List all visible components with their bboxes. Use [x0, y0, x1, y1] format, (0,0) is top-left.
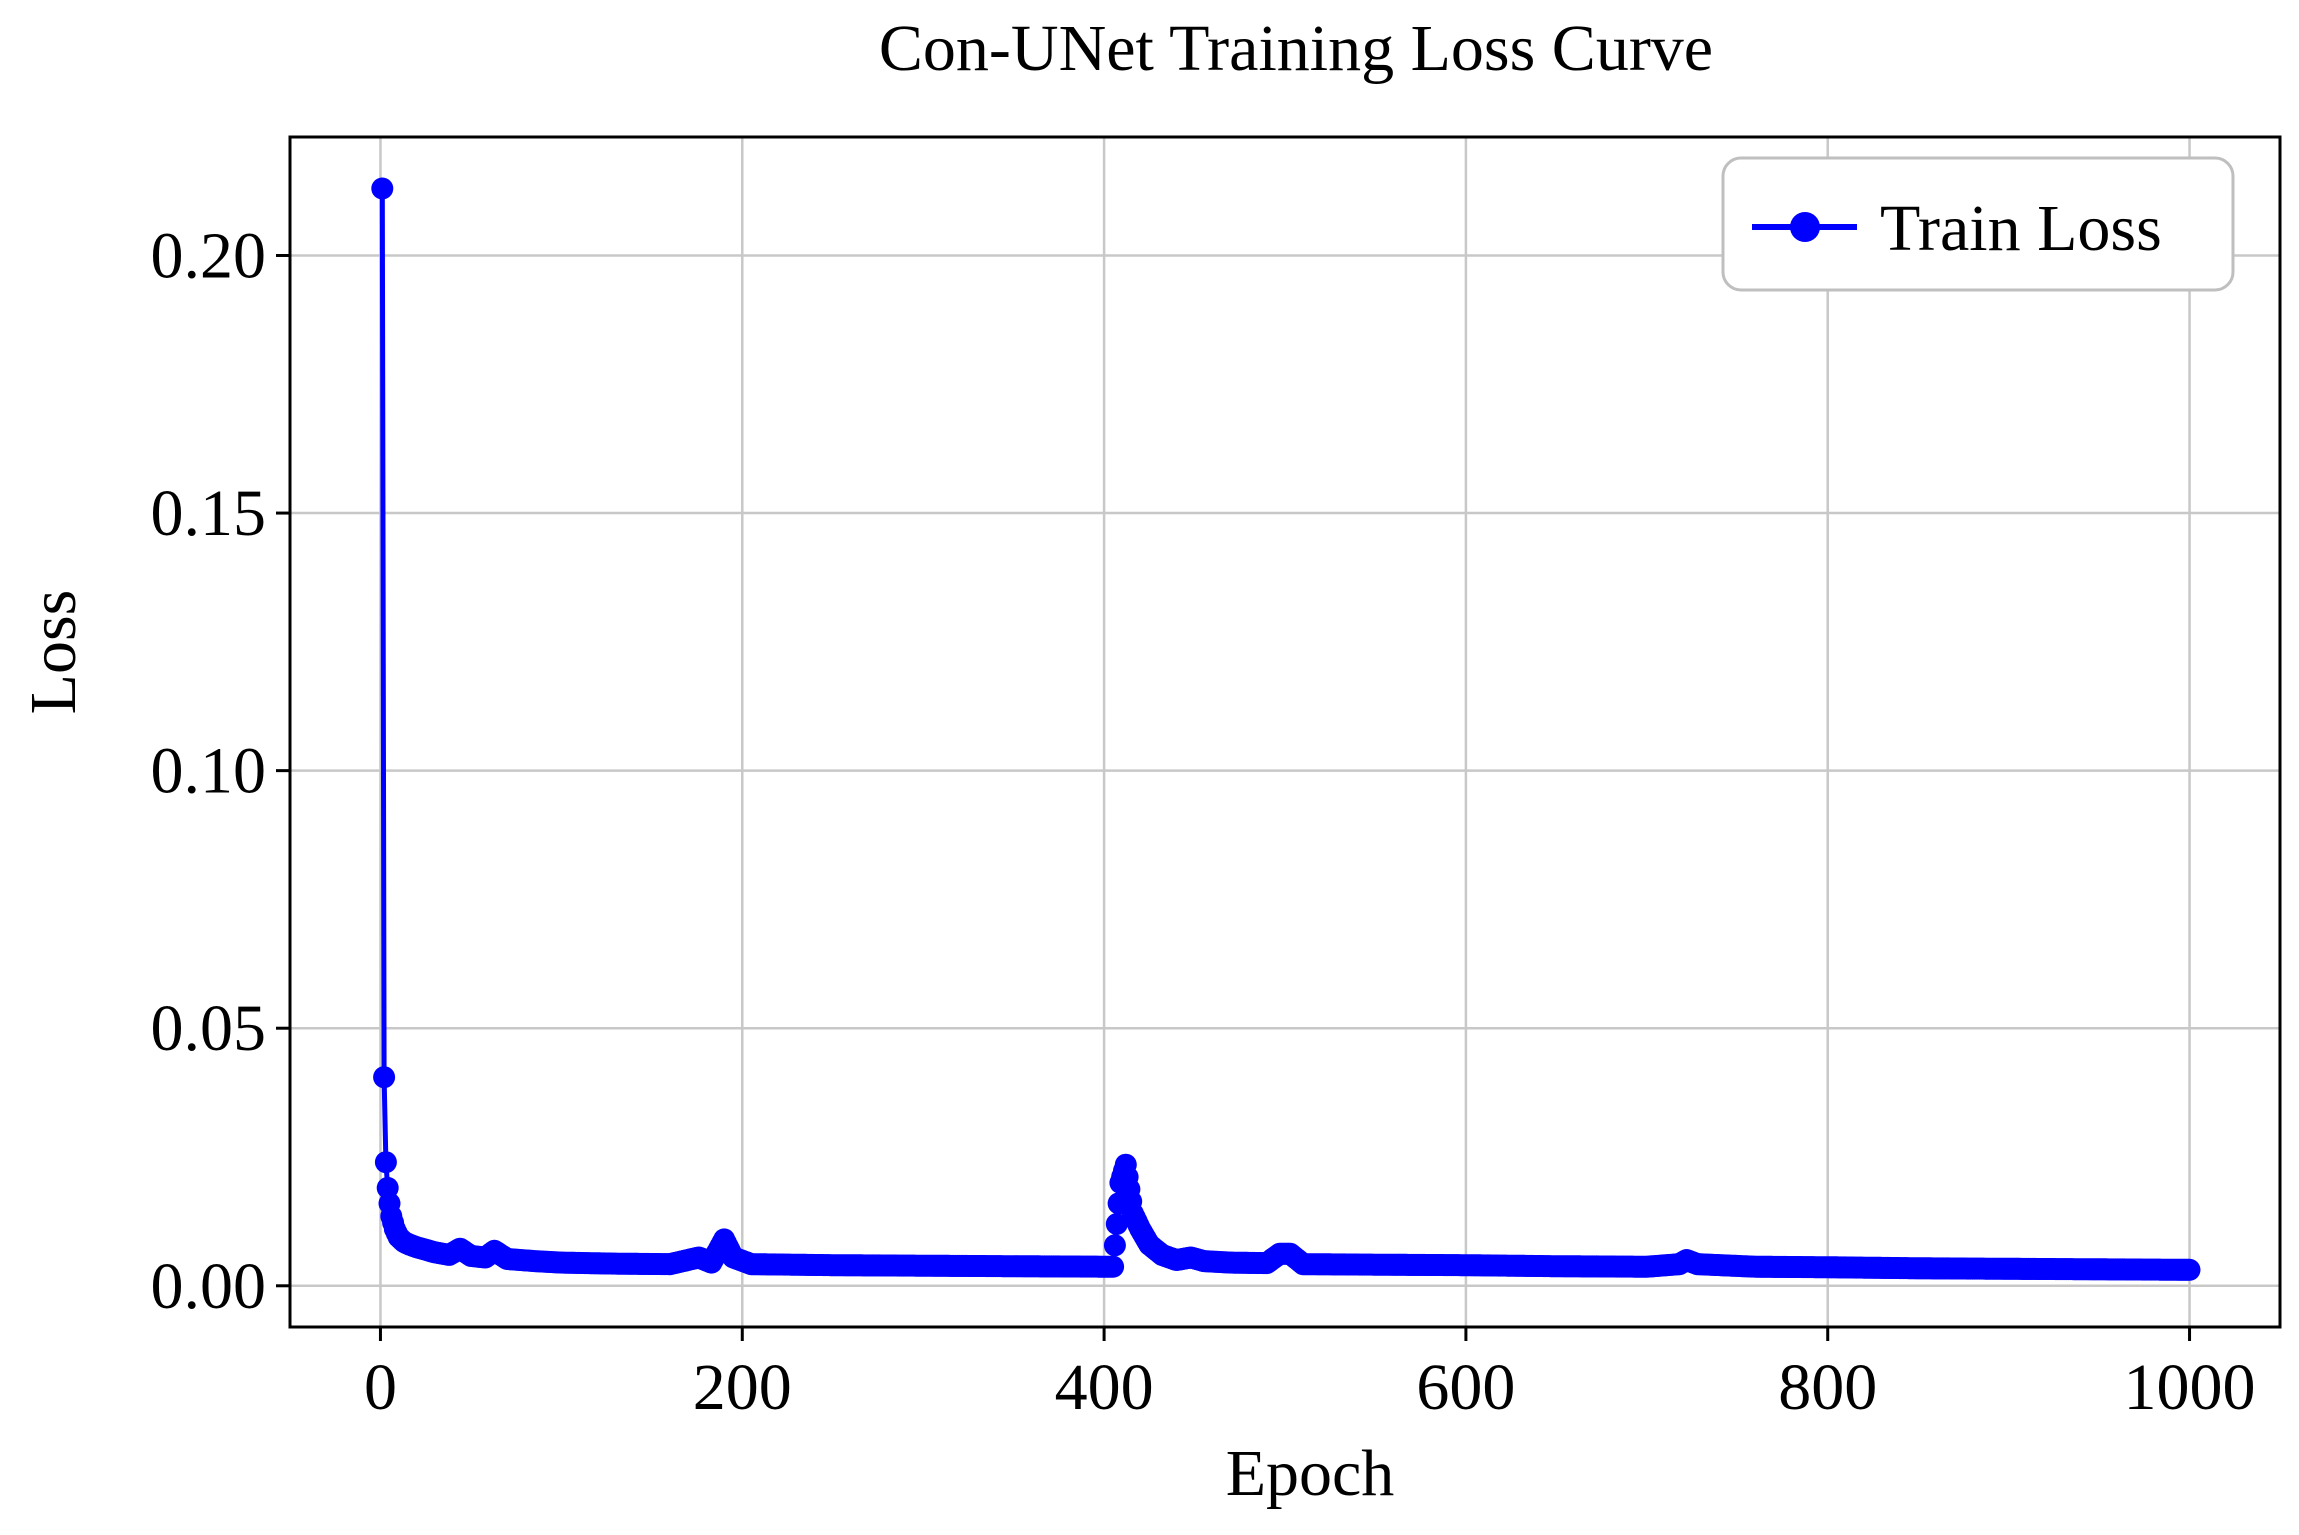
- y-axis-label: Loss: [17, 590, 90, 715]
- legend: Train Loss: [1721, 156, 2235, 292]
- x-tick-label: 0: [364, 1351, 397, 1424]
- y-tick-label: 0.10: [151, 735, 267, 808]
- train-loss-point: [371, 177, 394, 200]
- x-tick-label: 200: [693, 1351, 792, 1424]
- y-tick-label: 0.05: [151, 992, 267, 1065]
- series-layer: [371, 177, 2201, 1281]
- train-loss-point: [2178, 1258, 2201, 1281]
- legend-marker: [1790, 212, 1820, 242]
- train-loss-point: [1105, 1213, 1128, 1235]
- train-loss-point: [1102, 1255, 1125, 1278]
- tick-layer: 0 200 400 600 800 1000 0.00 0.05 0.10 0.15 0.20: [151, 219, 2256, 1424]
- legend-box: [1721, 156, 2235, 292]
- grid-layer: [290, 137, 2280, 1327]
- train-loss-point: [373, 1066, 396, 1089]
- x-tick-label: 600: [1416, 1351, 1515, 1424]
- y-tick-label: 0.15: [151, 477, 267, 550]
- x-tick-label: 1000: [2124, 1351, 2256, 1424]
- chart-title: Con-UNet Training Loss Curve: [879, 12, 1713, 85]
- legend-label: Train Loss: [1880, 192, 2162, 265]
- plot-frame: [288, 135, 2282, 1329]
- train-loss-point: [374, 1151, 397, 1174]
- x-axis-label: Epoch: [1226, 1437, 1395, 1510]
- train-loss-line: [379, 188, 2191, 1273]
- x-tick-label: 800: [1778, 1351, 1877, 1424]
- y-tick-label: 0.20: [151, 219, 267, 292]
- train-loss-point: [1103, 1234, 1126, 1257]
- y-tick-label: 0.00: [151, 1250, 267, 1323]
- x-tick-label: 400: [1055, 1351, 1154, 1424]
